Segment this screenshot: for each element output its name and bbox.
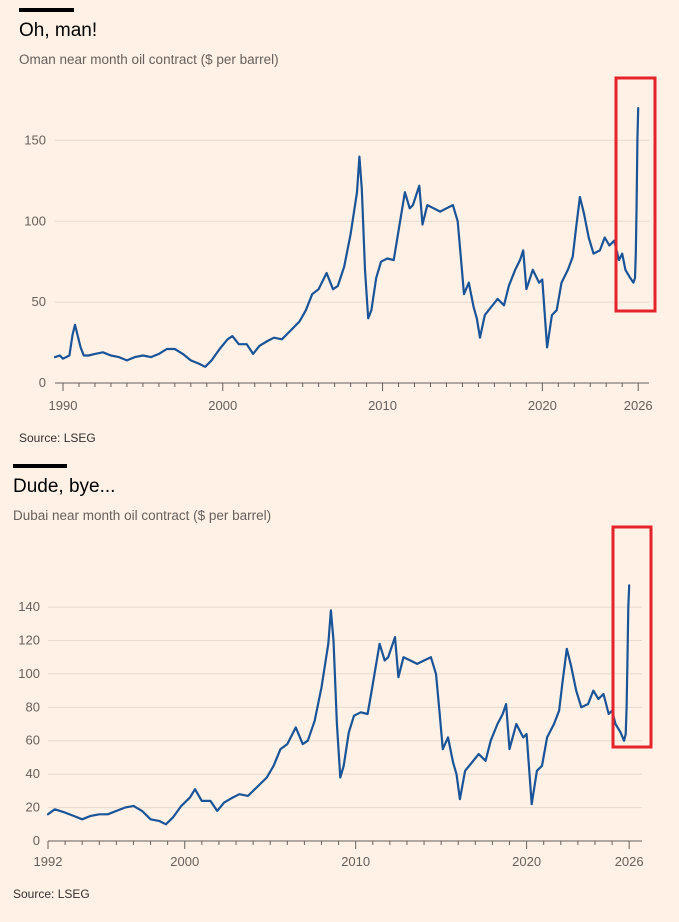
dubai-line-chart: 0 20 40 60 80 100 120 140 1992 2000 2010 2020 2026 bbox=[18, 525, 653, 869]
series-line bbox=[53, 107, 640, 368]
y-tick-label: 0 bbox=[39, 375, 46, 390]
chart-panel-dubai: Dude, bye... Dubai near month oil contra… bbox=[0, 460, 679, 922]
y-tick-label: 150 bbox=[24, 132, 46, 147]
x-tick-label: 2000 bbox=[170, 854, 199, 869]
y-tick-label: 140 bbox=[18, 599, 40, 614]
y-tick-label: 120 bbox=[18, 632, 40, 647]
title-accent-bar bbox=[19, 8, 74, 12]
chart-subtitle: Dubai near month oil contract ($ per bar… bbox=[13, 508, 272, 523]
y-tick-label: 0 bbox=[33, 833, 40, 848]
x-tick-label: 1992 bbox=[34, 854, 63, 869]
y-tick-label: 80 bbox=[26, 699, 40, 714]
y-tick-label: 20 bbox=[26, 800, 40, 815]
highlight-box bbox=[611, 525, 653, 749]
chart-subtitle: Oman near month oil contract ($ per barr… bbox=[19, 52, 279, 67]
chart-title: Dude, bye... bbox=[13, 476, 116, 497]
y-tick-label: 50 bbox=[32, 294, 46, 309]
chart-source: Source: LSEG bbox=[19, 431, 96, 445]
x-tick-label: 2020 bbox=[512, 854, 541, 869]
x-tick-label: 2010 bbox=[341, 854, 370, 869]
title-accent-bar bbox=[13, 464, 67, 468]
x-tick-label: 1990 bbox=[49, 398, 78, 413]
x-tick-label: 2000 bbox=[208, 398, 237, 413]
series-line bbox=[46, 584, 631, 826]
y-tick-label: 100 bbox=[18, 666, 40, 681]
chart-panel-oman: Oh, man! Oman near month oil contract ($… bbox=[0, 0, 679, 460]
y-tick-label: 100 bbox=[24, 213, 46, 228]
chart-source: Source: LSEG bbox=[13, 887, 90, 901]
y-tick-label: 60 bbox=[26, 733, 40, 748]
highlight-box bbox=[614, 76, 657, 313]
x-tick-label: 2020 bbox=[528, 398, 557, 413]
x-tick-label: 2026 bbox=[615, 854, 644, 869]
chart-title: Oh, man! bbox=[19, 20, 98, 41]
x-tick-label: 2026 bbox=[624, 398, 653, 413]
x-tick-label: 2010 bbox=[368, 398, 397, 413]
y-tick-label: 40 bbox=[26, 766, 40, 781]
oman-line-chart: 0 50 100 150 1990 2000 2010 2020 2026 bbox=[24, 76, 657, 413]
